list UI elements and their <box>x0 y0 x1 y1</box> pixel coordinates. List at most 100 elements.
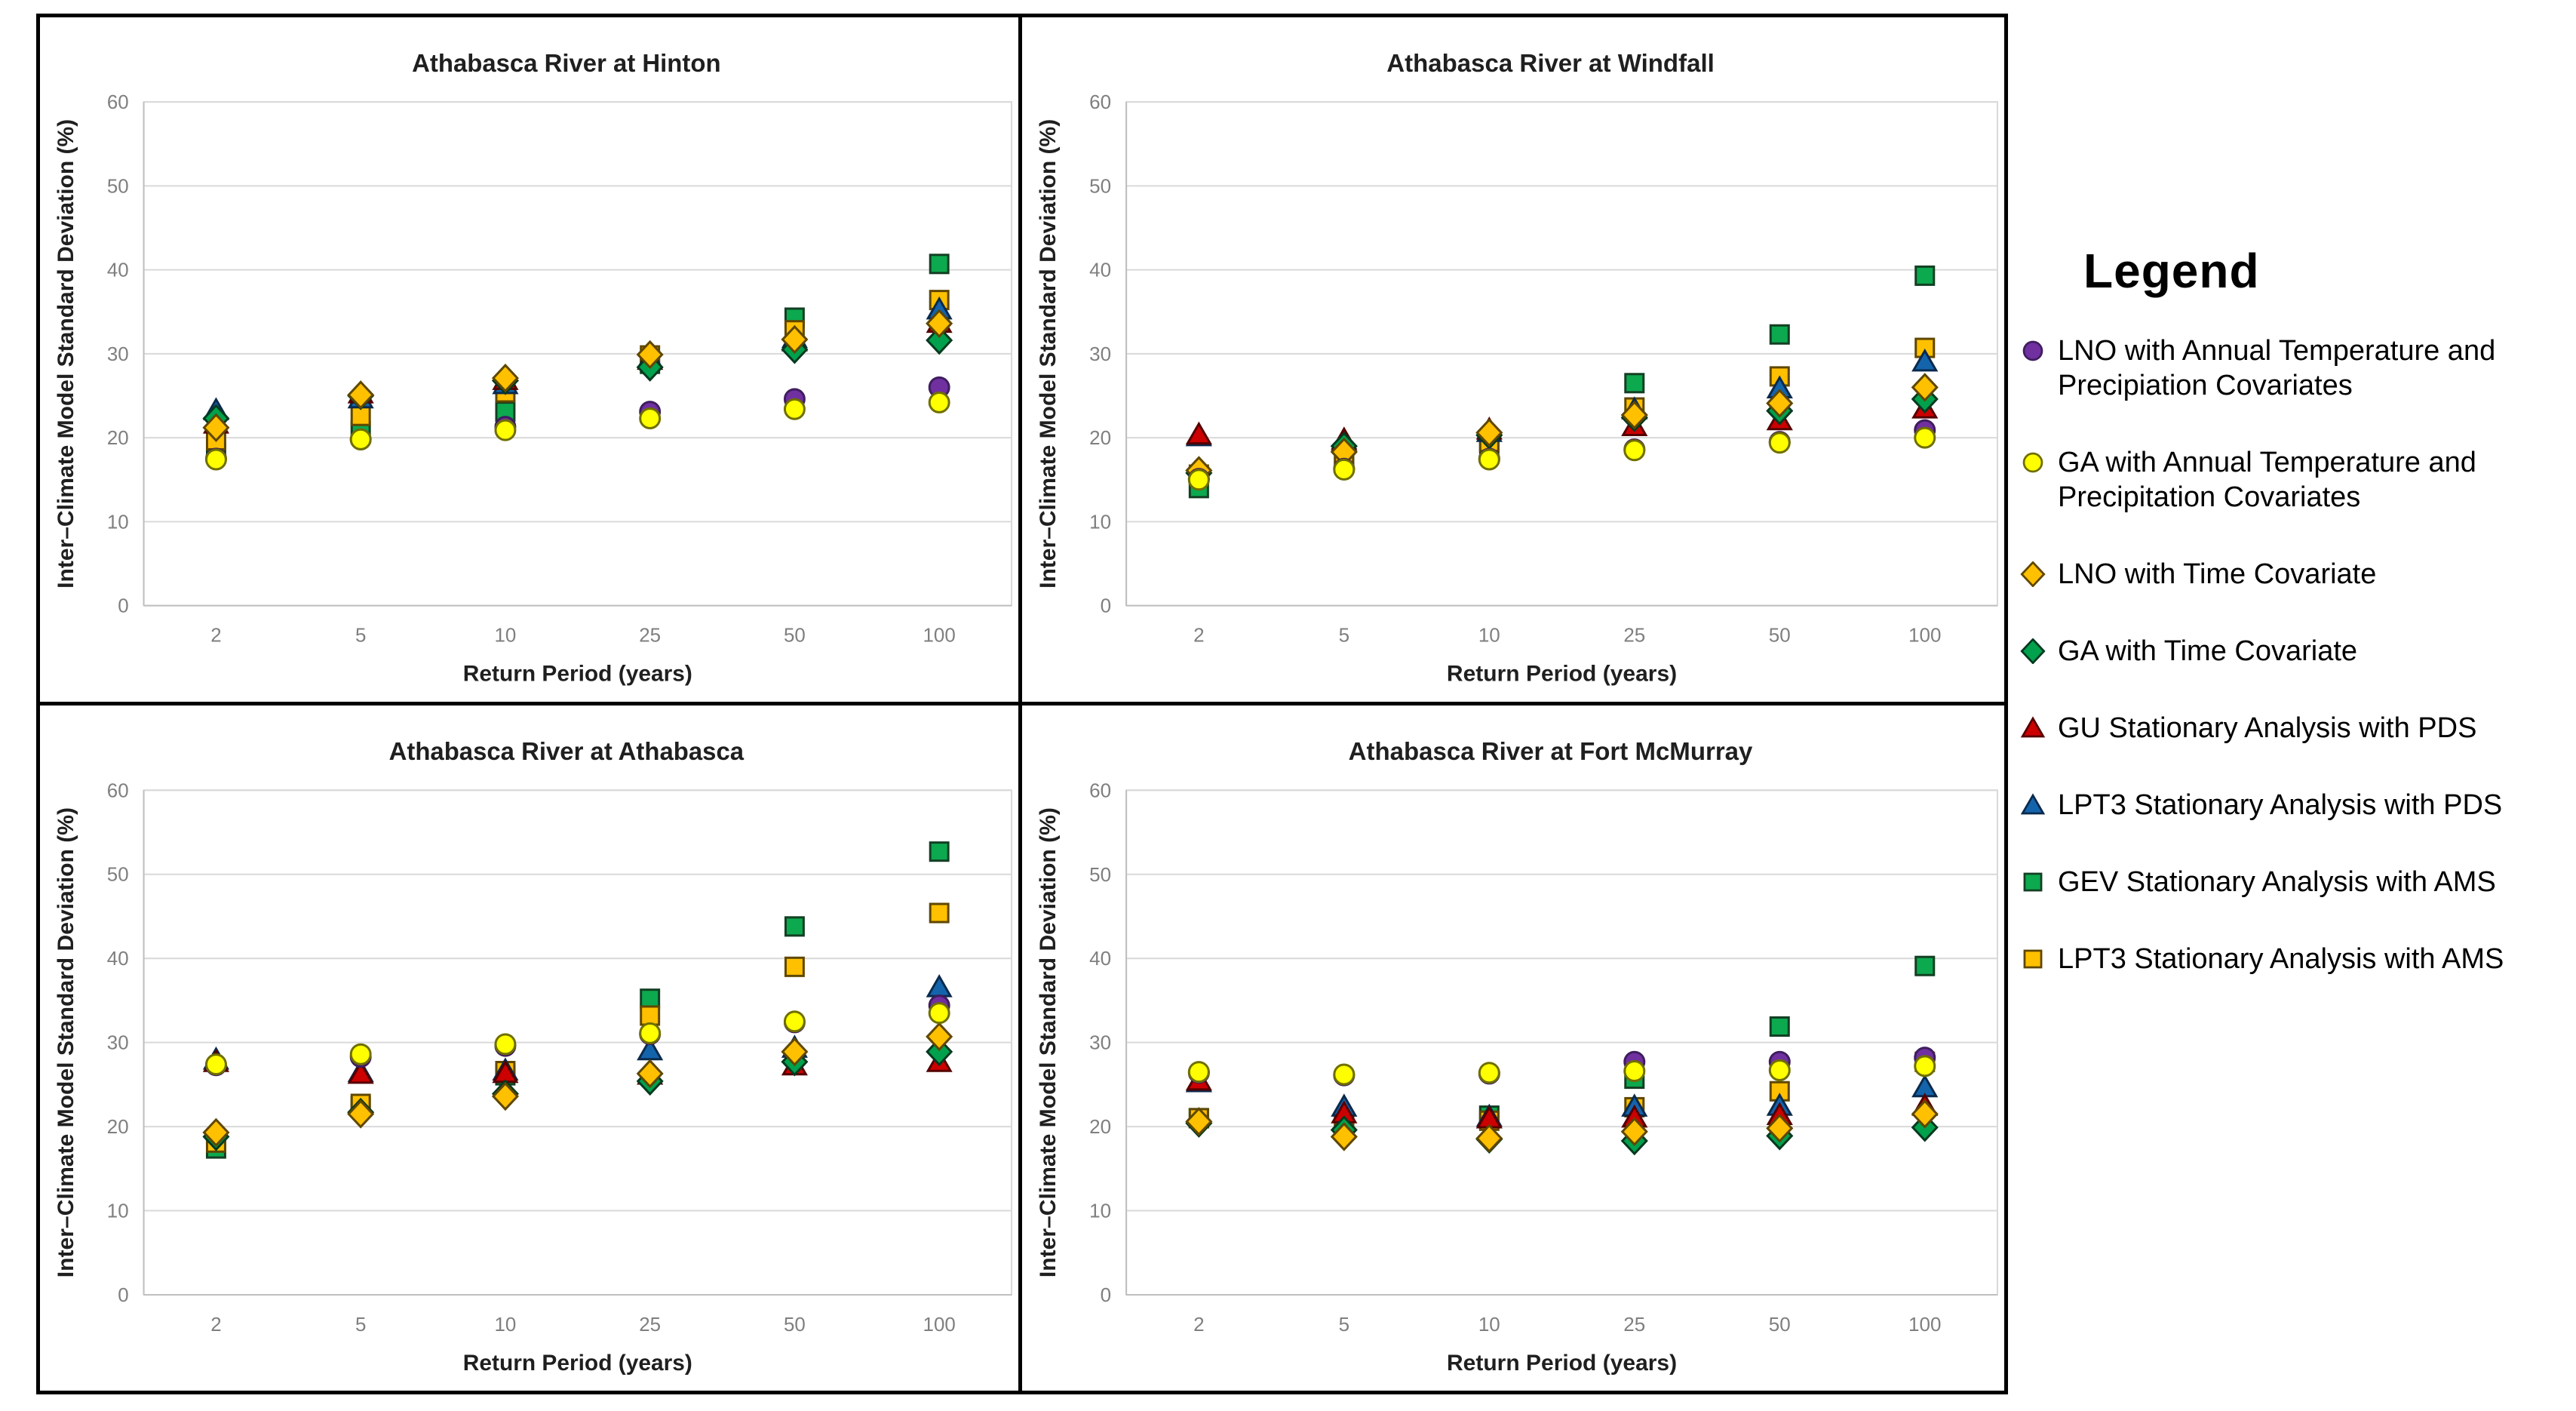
marker-gev-ams <box>1769 1016 1790 1037</box>
chart-panel-hinton: 0 10 20 30 40 50 60 2 5 10 25 50 100 Athabasca River … <box>40 17 1022 706</box>
marker-lno-time <box>636 340 664 370</box>
y-tick-label: 60 <box>107 91 129 113</box>
legend: Legend LNO with Annual Temperature and P… <box>2020 243 2576 1019</box>
legend-entry-label: LNO with Time Covariate <box>2058 558 2377 590</box>
x-tick-label: 25 <box>1623 624 1645 647</box>
x-tick-label: 25 <box>639 624 661 647</box>
x-tick-label: 100 <box>1908 624 1941 647</box>
y-tick-label: 10 <box>1089 1199 1111 1222</box>
marker-gu-pds <box>1185 421 1212 445</box>
lno-covariates-marker-icon <box>2022 340 2043 361</box>
x-tick-label: 25 <box>1623 1313 1645 1336</box>
y-tick-label: 0 <box>1101 1283 1111 1306</box>
y-tick-label: 0 <box>118 595 128 617</box>
marker-lno-time <box>1475 1124 1503 1153</box>
x-tick-label: 5 <box>355 624 366 647</box>
panel-title: Athabasca River at Athabasca <box>389 737 745 765</box>
x-tick-label: 50 <box>784 1313 806 1336</box>
gu-pds-glyph <box>2020 716 2046 738</box>
marker-lno-time <box>491 363 519 393</box>
y-axis-title: Inter–Climate Model Standard Deviation (… <box>54 119 78 589</box>
marker-ga-covariates <box>1914 1054 1936 1077</box>
marker-ga-covariates <box>1914 426 1936 449</box>
legend-title: Legend <box>2083 244 2260 298</box>
marker-ga-covariates <box>349 428 372 450</box>
y-tick-label: 40 <box>1089 259 1111 281</box>
marker-lno-time <box>202 1117 230 1147</box>
marker-gev-ams <box>1914 955 1936 976</box>
marker-ga-covariates <box>639 1022 662 1044</box>
marker-lpt3-ams <box>929 902 950 924</box>
x-tick-label: 10 <box>495 1313 517 1336</box>
marker-lno-time <box>781 1037 809 1066</box>
marker-lno-time <box>636 1059 664 1088</box>
x-tick-label: 100 <box>1908 1313 1941 1336</box>
ga-time-glyph <box>2020 638 2046 664</box>
x-tick-label: 2 <box>210 1313 221 1336</box>
marker-ga-covariates <box>1478 1061 1500 1084</box>
lno-time-glyph <box>2020 561 2046 587</box>
marker-ga-covariates <box>1768 432 1791 454</box>
legend-entry-label: LNO with Annual Temperature and Precipia… <box>2058 335 2496 401</box>
x-tick-label: 2 <box>1193 624 1204 647</box>
y-tick-label: 10 <box>107 1199 129 1222</box>
marker-gev-ams <box>929 841 950 862</box>
y-tick-label: 40 <box>107 259 129 281</box>
y-tick-label: 50 <box>107 862 129 885</box>
marker-lno-time <box>1766 389 1794 418</box>
legend-entry-label: GA with Time Covariate <box>2058 635 2358 667</box>
marker-lno-time <box>1911 1099 1939 1129</box>
lpt3-pds-marker-icon <box>2020 793 2046 815</box>
marker-ga-time <box>926 325 953 355</box>
panel-title: Athabasca River at Windfall <box>1386 49 1715 77</box>
y-tick-label: 40 <box>107 947 129 970</box>
marker-ga-covariates <box>1623 439 1646 462</box>
marker-lno-time <box>202 413 230 442</box>
data-markers <box>1185 955 1939 1155</box>
gev-ams-marker-icon <box>2023 872 2043 892</box>
y-tick-label: 20 <box>1089 426 1111 449</box>
legend-entry-label: GU Stationary Analysis with PDS <box>2058 712 2477 744</box>
x-tick-label: 50 <box>1769 1313 1791 1336</box>
ga-covariates-marker-icon <box>2022 452 2043 473</box>
x-tick-label: 50 <box>1769 624 1791 647</box>
lpt3-pds-glyph <box>2020 793 2046 815</box>
data-markers <box>202 254 953 471</box>
marker-gev-ams <box>1624 373 1645 394</box>
y-tick-label: 0 <box>1101 595 1111 617</box>
lno-time-marker-icon <box>2020 561 2046 587</box>
marker-lno-time <box>1475 418 1503 447</box>
marker-lno-time <box>347 380 375 410</box>
marker-ga-covariates <box>494 1033 517 1056</box>
y-tick-label: 30 <box>1089 1031 1111 1053</box>
x-tick-label: 10 <box>1478 1313 1500 1336</box>
panel-title: Athabasca River at Fort McMurray <box>1349 738 1753 766</box>
marker-ga-covariates <box>1333 458 1356 481</box>
x-tick-label: 10 <box>1478 624 1500 647</box>
y-axis-title: Inter–Climate Model Standard Deviation (… <box>1036 807 1061 1277</box>
y-tick-label: 0 <box>118 1283 128 1306</box>
legend-entry-label: LPT3 Stationary Analysis with PDS <box>2058 789 2503 821</box>
y-tick-label: 50 <box>107 174 129 197</box>
marker-ga-covariates <box>204 1053 227 1075</box>
ga-time-marker-icon <box>2020 638 2046 664</box>
x-tick-label: 2 <box>210 624 221 647</box>
marker-ga-covariates <box>349 1043 372 1065</box>
y-tick-label: 30 <box>1089 343 1111 365</box>
x-axis-title: Return Period (years) <box>463 662 692 687</box>
y-tick-label: 60 <box>1089 91 1111 113</box>
marker-lpt3-pds <box>1911 348 1939 372</box>
gu-pds-marker-icon <box>2020 716 2046 738</box>
y-tick-label: 40 <box>1089 947 1111 970</box>
y-tick-label: 10 <box>1089 510 1111 533</box>
y-tick-label: 10 <box>107 510 129 533</box>
data-markers <box>202 841 953 1159</box>
legend-entry-label: GEV Stationary Analysis with AMS <box>2058 866 2496 898</box>
marker-ga-time <box>926 1037 953 1066</box>
marker-gev-ams <box>1769 324 1790 345</box>
legend-entry-label: LPT3 Stationary Analysis with AMS <box>2058 943 2504 975</box>
marker-ga-covariates <box>1187 1060 1210 1083</box>
